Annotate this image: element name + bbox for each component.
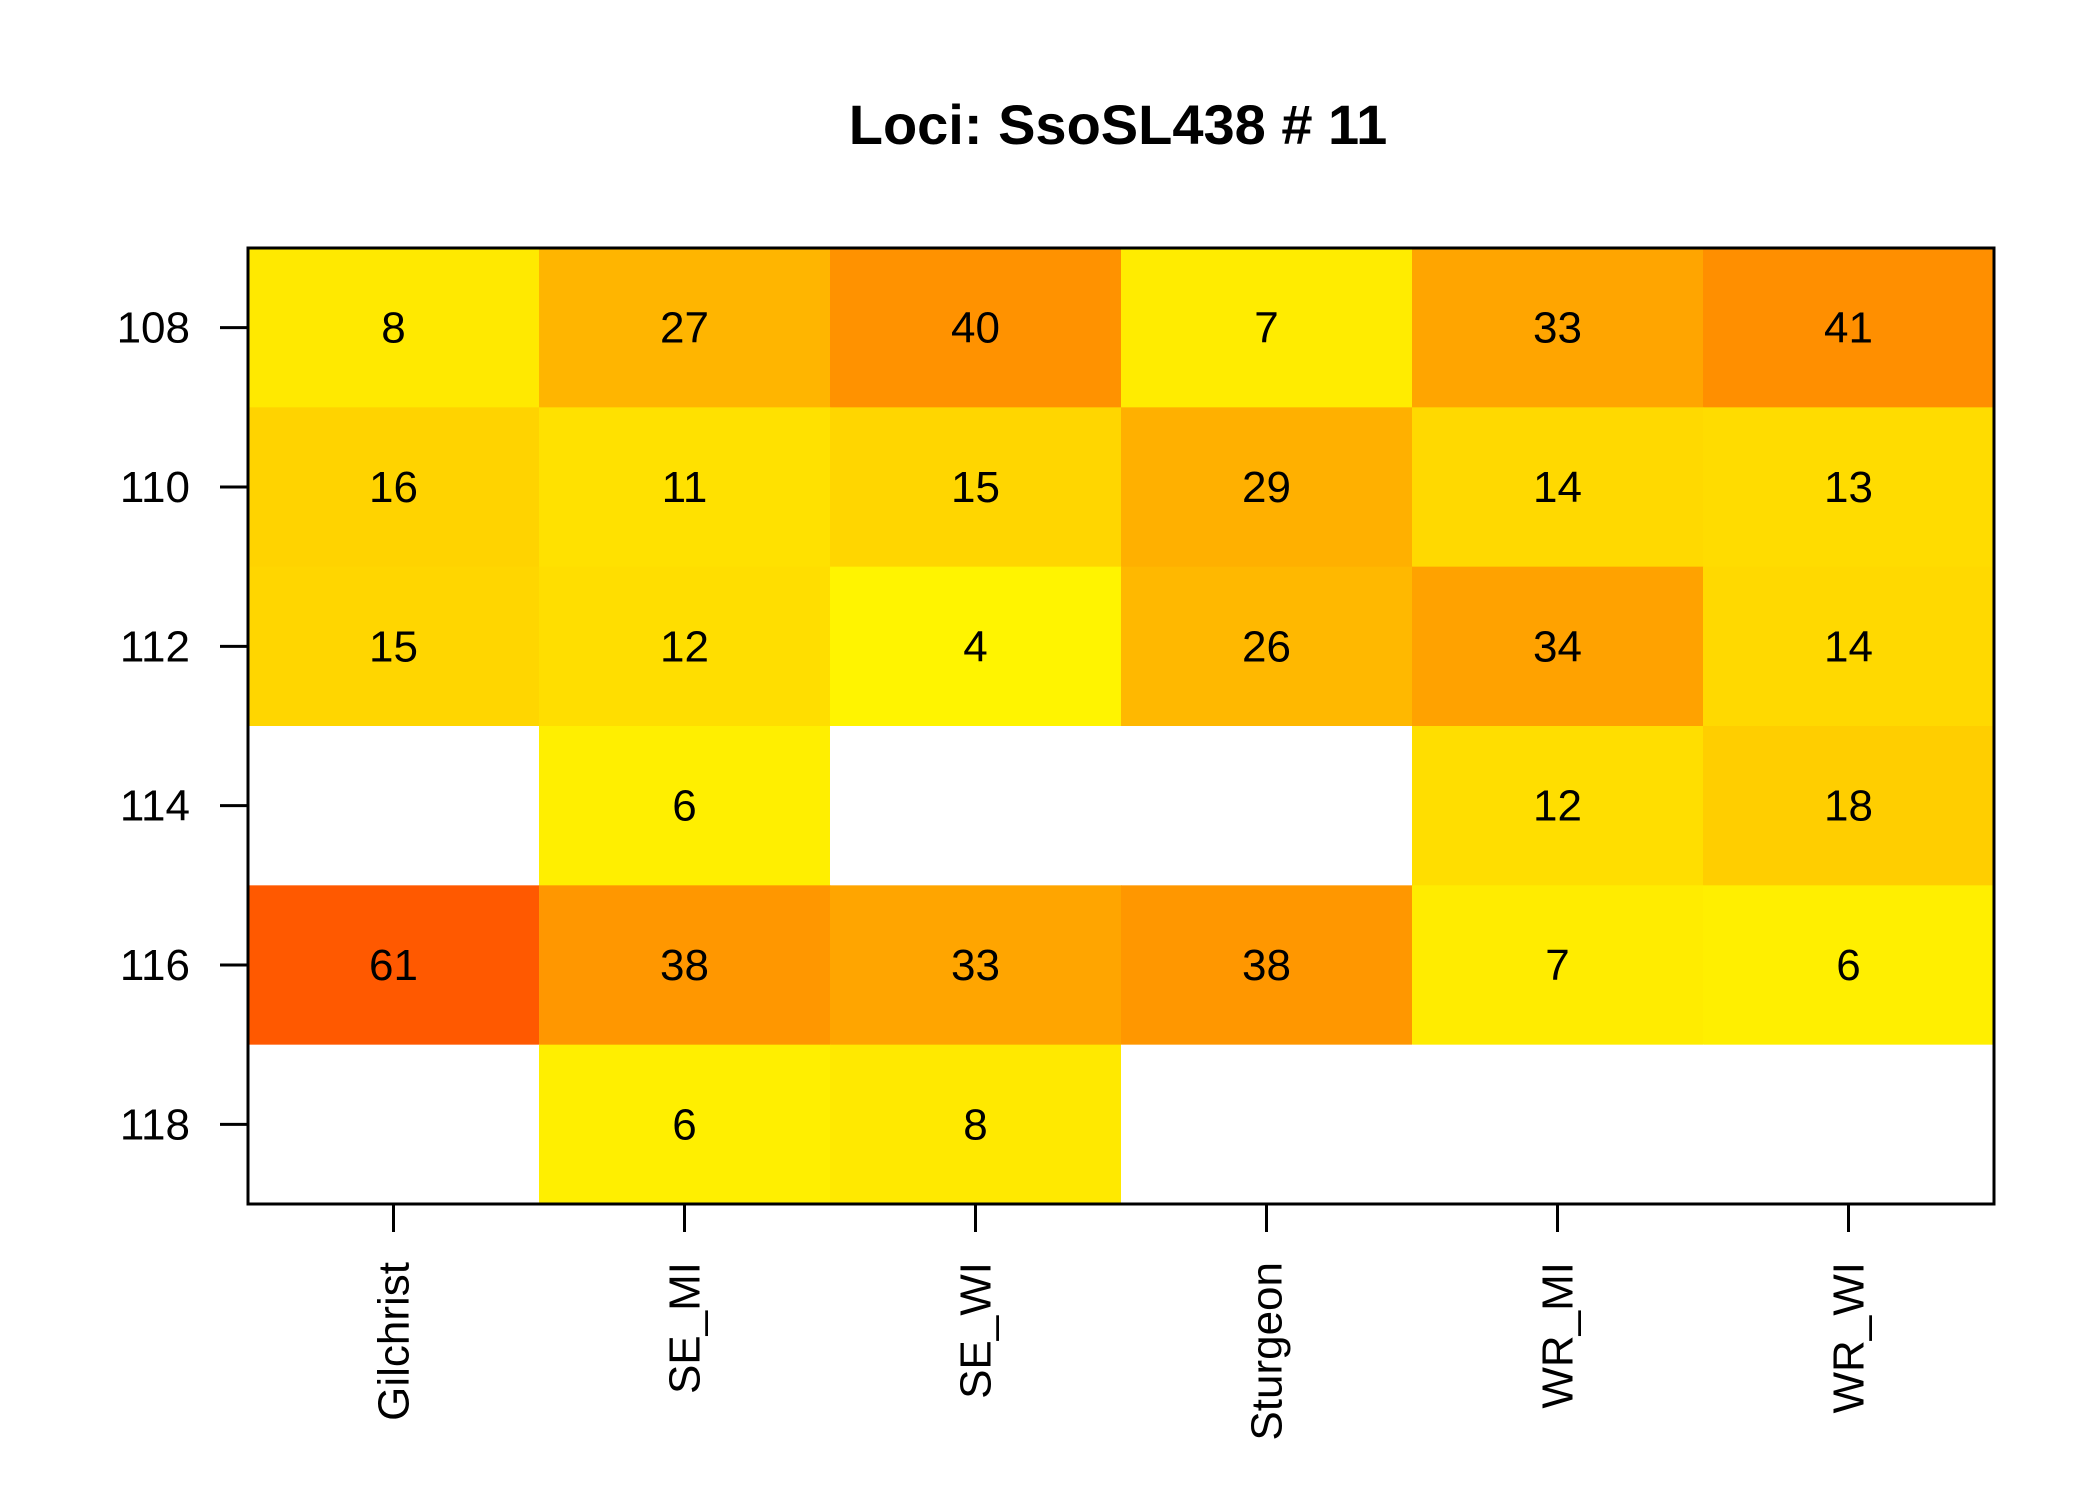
heatmap-cell (1703, 1044, 1995, 1205)
cell-value-label: 18 (1824, 782, 1873, 831)
plot-frame (246, 246, 1996, 1206)
cell-value-label: 41 (1824, 304, 1873, 353)
cell-value-label: 16 (369, 463, 418, 512)
y-tick-label: 118 (120, 1100, 190, 1149)
heatmap-cell (1412, 726, 1704, 886)
heatmap-cell (830, 726, 1122, 886)
cell-value-label: 33 (1533, 304, 1582, 353)
heatmap-cell (1703, 726, 1995, 886)
heatmap-cell (1703, 248, 1995, 408)
cell-value-label: 6 (672, 782, 696, 831)
heatmap-cell (830, 248, 1122, 408)
heatmap-cell (1121, 885, 1413, 1046)
x-tick-label: Sturgeon (1243, 1262, 1292, 1441)
cell-value-label: 38 (1242, 941, 1291, 990)
heatmap-cell (1121, 407, 1413, 568)
heatmap-cell (1412, 1044, 1704, 1205)
cell-value-label: 61 (369, 941, 418, 990)
heatmap-cell (539, 885, 831, 1046)
heatmap-cell (1121, 566, 1413, 727)
x-tick-label: WR_MI (1534, 1262, 1583, 1409)
heatmap-cell (539, 1044, 831, 1205)
heatmap-cell (1412, 885, 1704, 1046)
cell-value-label: 8 (963, 1100, 987, 1149)
cell-value-label: 8 (381, 304, 405, 353)
heatmap-cell (1412, 248, 1704, 408)
heatmap-cell (248, 885, 540, 1046)
cell-value-label: 38 (660, 941, 709, 990)
cell-value-label: 14 (1824, 622, 1873, 671)
y-tick-label: 116 (120, 941, 190, 990)
x-axis: Gilchrist SE_MI SE_WI Sturgeon WR_MI WR_WI (370, 1204, 1874, 1441)
heatmap-cell (539, 407, 831, 568)
cell-value-label: 7 (1545, 941, 1569, 990)
heatmap-cell (248, 248, 540, 408)
cell-value-label: 6 (1836, 941, 1860, 990)
cell-value-label: 6 (672, 1100, 696, 1149)
heatmap-cell (248, 407, 540, 568)
cell-value-label: 12 (660, 622, 709, 671)
x-tick-label: WR_WI (1825, 1262, 1874, 1414)
heatmap-cell (830, 1044, 1122, 1205)
cell-value-label: 15 (951, 463, 1000, 512)
cell-value-label: 27 (660, 304, 709, 353)
x-tick-label: SE_WI (952, 1262, 1001, 1399)
x-tick-label: Gilchrist (370, 1262, 419, 1421)
heatmap-cell-labels: 8 27 40 7 33 41 16 11 15 29 14 13 15 12 4 26 34 14 6 12 18 61… (369, 304, 1873, 1150)
heatmap-cell (1121, 726, 1413, 886)
heatmap-cell (1703, 407, 1995, 568)
cell-value-label: 29 (1242, 463, 1291, 512)
cell-value-label: 34 (1533, 622, 1582, 671)
cell-value-label: 14 (1533, 463, 1582, 512)
heatmap-cell (248, 566, 540, 727)
heatmap-cell (1703, 885, 1995, 1046)
heatmap-cell (539, 248, 831, 408)
heatmap-cell (1703, 566, 1995, 727)
cell-value-label: 11 (662, 463, 708, 512)
y-tick-label: 108 (117, 304, 190, 353)
y-tick-label: 112 (120, 622, 190, 671)
heatmap-cell (830, 566, 1122, 727)
heatmap-cell (1412, 566, 1704, 727)
cell-value-label: 33 (951, 941, 1000, 990)
y-tick-label: 110 (120, 463, 190, 512)
cell-value-label: 26 (1242, 622, 1291, 671)
chart-title: Loci: SsoSL438 # 11 (849, 93, 1387, 156)
heatmap-cell (1121, 248, 1413, 408)
heatmap-cells (248, 248, 1995, 1205)
cell-value-label: 12 (1533, 782, 1582, 831)
cell-value-label: 13 (1824, 463, 1873, 512)
heatmap-cell (248, 726, 540, 886)
heatmap-cell (248, 1044, 540, 1205)
cell-value-label: 7 (1254, 304, 1278, 353)
x-tick-label: SE_MI (661, 1262, 710, 1394)
heatmap-cell (539, 726, 831, 886)
cell-value-label: 4 (963, 622, 987, 671)
heatmap-cell (1121, 1044, 1413, 1205)
heatmap-cell (830, 407, 1122, 568)
heatmap-cell (539, 566, 831, 727)
y-tick-label: 114 (120, 782, 190, 831)
y-axis: 108 110 112 114 116 118 (117, 304, 248, 1149)
cell-value-label: 15 (369, 622, 418, 671)
cell-value-label: 40 (951, 304, 1000, 353)
heatmap-cell (1412, 407, 1704, 568)
heatmap-cell (830, 885, 1122, 1046)
